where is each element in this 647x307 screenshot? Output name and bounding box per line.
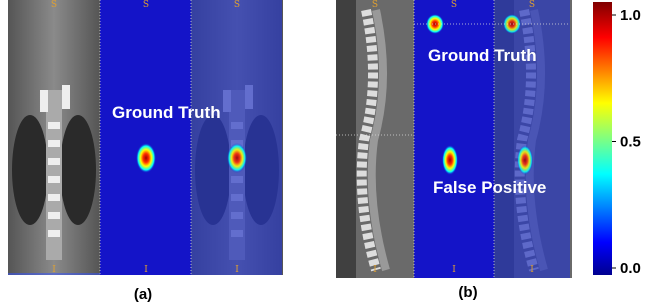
- view-top: S: [51, 0, 57, 10]
- view-bottom: I: [452, 265, 456, 275]
- colorbar-tick-label: 0.5: [620, 134, 641, 151]
- view-bottom: I: [235, 265, 239, 275]
- colorbar-tick-label: 0.0: [620, 260, 641, 277]
- view-top: S: [529, 0, 535, 10]
- view-bottom: I: [373, 265, 377, 275]
- view-bottom: I: [52, 265, 56, 275]
- colorbar-tick-label: 1.0: [620, 7, 641, 24]
- view-top: S: [451, 0, 457, 10]
- annotation: Ground Truth: [112, 103, 221, 122]
- panel-label: (b): [458, 284, 477, 301]
- view-top: S: [372, 0, 378, 10]
- view-top: S: [234, 0, 240, 10]
- colorbar: [593, 2, 612, 275]
- view-bottom: I: [530, 265, 534, 275]
- figure: S S S I I I Ground Truth (a) S S S I I I…: [0, 0, 647, 307]
- view-bottom: I: [144, 265, 148, 275]
- view-top: S: [143, 0, 149, 10]
- annotation: Ground Truth: [428, 46, 537, 65]
- colorbar-ticks: 1.0 0.5 0.0: [612, 7, 641, 277]
- annotation: False Positive: [433, 178, 546, 197]
- panel-label: (a): [134, 286, 152, 303]
